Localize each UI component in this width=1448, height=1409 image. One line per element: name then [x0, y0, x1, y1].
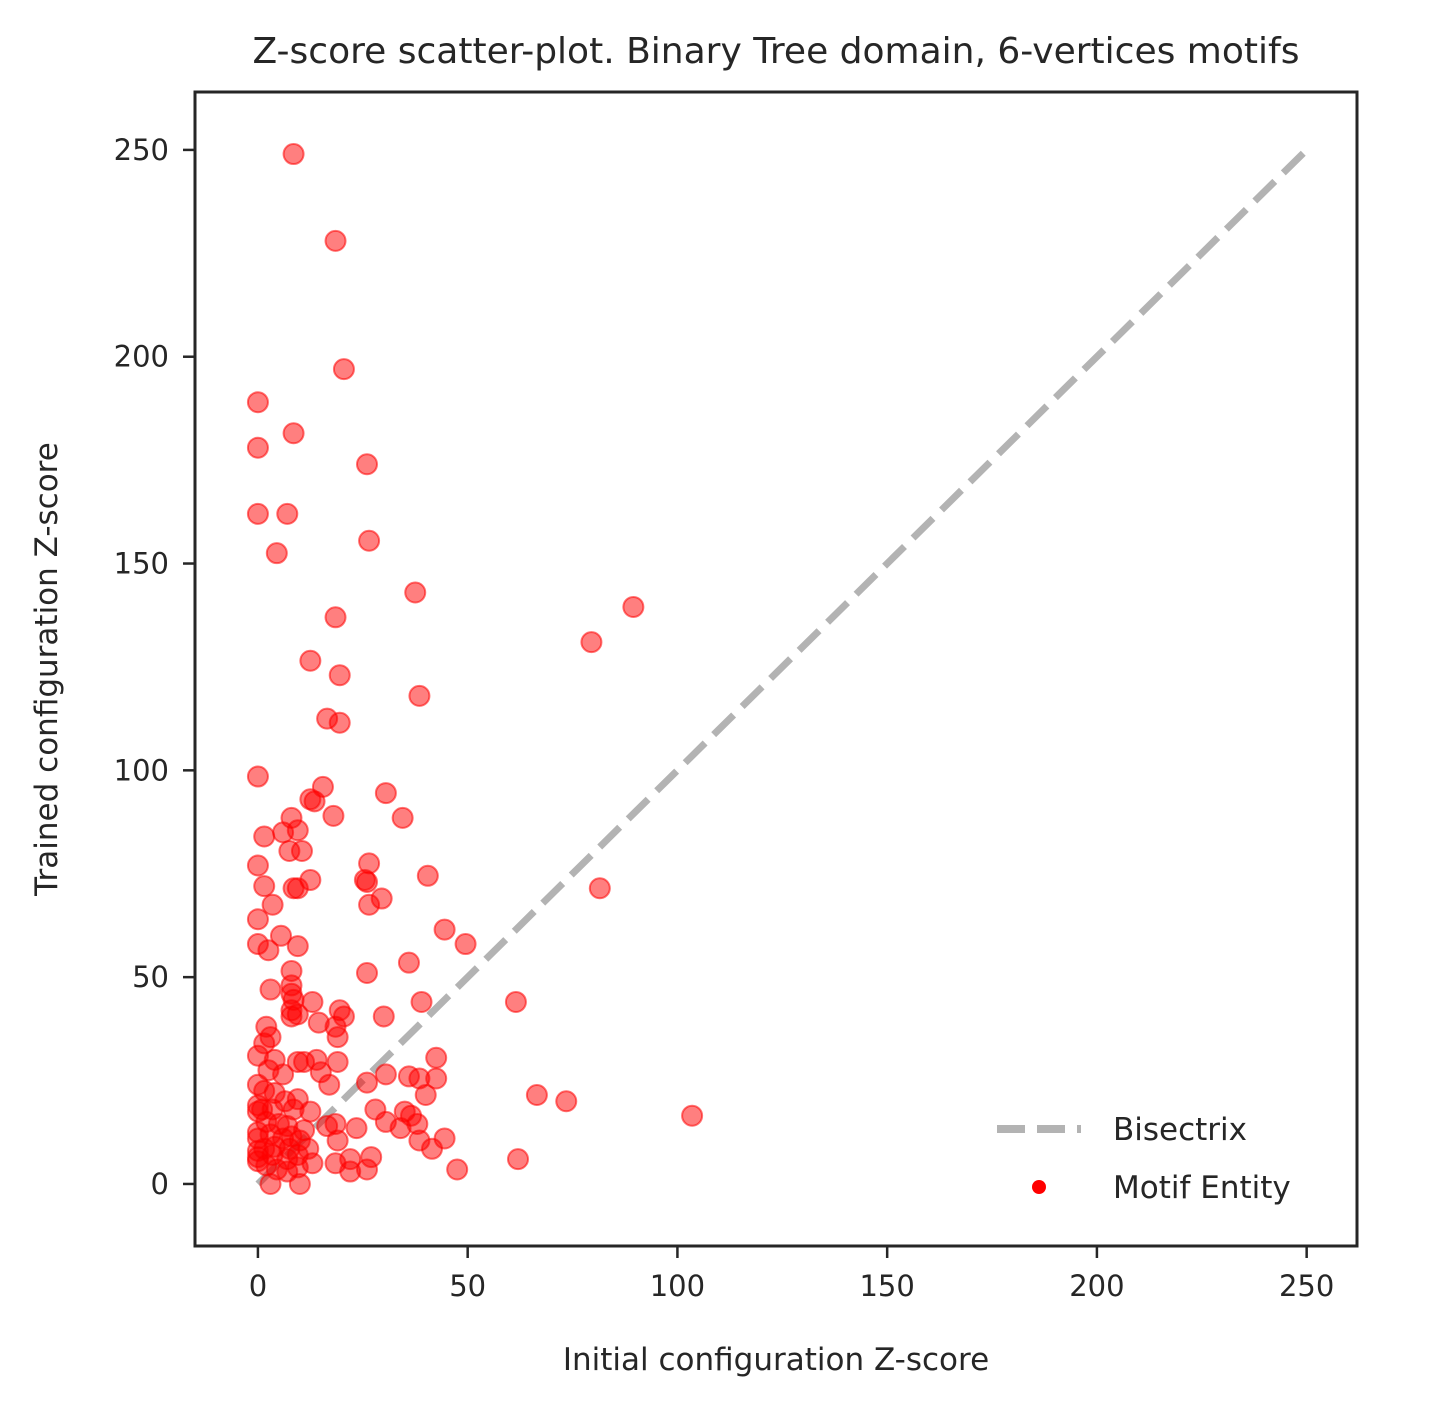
data-point: [265, 542, 288, 565]
data-point: [324, 229, 347, 252]
x-tick-label: 200: [1069, 1269, 1124, 1303]
data-point: [681, 1104, 704, 1127]
data-point: [397, 951, 420, 974]
data-point: [374, 782, 397, 805]
data-point: [391, 806, 414, 829]
data-point: [326, 1026, 349, 1049]
data-point: [259, 1172, 282, 1195]
data-point: [246, 765, 269, 788]
data-point: [425, 1046, 448, 1069]
y-tick-label: 50: [132, 960, 169, 994]
data-point: [253, 825, 276, 848]
data-point: [286, 935, 309, 958]
data-point: [257, 939, 280, 962]
legend-motif-entity-label: Motif Entity: [1113, 1170, 1291, 1206]
data-point: [454, 933, 477, 956]
data-point: [303, 790, 326, 813]
data-point: [355, 1158, 378, 1181]
data-point: [555, 1090, 578, 1113]
plot-frame: [193, 90, 1359, 1248]
data-point: [299, 1100, 322, 1123]
data-point: [328, 664, 351, 687]
data-point: [246, 391, 269, 414]
x-tick-label: 0: [249, 1269, 267, 1303]
data-point: [288, 1172, 311, 1195]
bisectrix-line: [255, 147, 1310, 1187]
data-point: [410, 990, 433, 1013]
data-point: [276, 502, 299, 525]
data-point: [328, 711, 351, 734]
data-point: [507, 1148, 530, 1171]
legend-bisectrix-label: Bisectrix: [1113, 1112, 1247, 1148]
data-point: [588, 877, 611, 900]
data-point: [301, 1152, 324, 1175]
data-point: [269, 924, 292, 947]
data-point: [246, 502, 269, 525]
data-point: [355, 453, 378, 476]
data-point: [253, 875, 276, 898]
data-point: [282, 422, 305, 445]
data-point: [370, 887, 393, 910]
data-point: [504, 990, 527, 1013]
legend-motif-entity-marker: [1032, 1180, 1046, 1194]
x-tick-label: 250: [1279, 1269, 1334, 1303]
data-point: [525, 1084, 548, 1107]
data-point: [355, 1071, 378, 1094]
data-point: [290, 839, 313, 862]
data-point: [355, 962, 378, 985]
data-point: [282, 143, 305, 166]
data-point: [372, 1005, 395, 1028]
data-point: [332, 358, 355, 381]
data-point: [416, 864, 439, 887]
data-point: [425, 1067, 448, 1090]
data-point: [353, 868, 376, 891]
data-point: [433, 918, 456, 941]
data-point: [261, 893, 284, 916]
y-tick-label: 250: [114, 133, 169, 167]
data-point: [246, 908, 269, 931]
y-tick-label: 200: [114, 340, 169, 374]
data-point: [272, 1063, 295, 1086]
data-point: [299, 649, 322, 672]
data-point: [324, 606, 347, 629]
data-point: [318, 1073, 341, 1096]
data-point: [446, 1158, 469, 1181]
data-point: [299, 868, 322, 891]
data-point: [246, 436, 269, 459]
data-point: [326, 1050, 349, 1073]
data-point: [345, 1117, 368, 1140]
y-tick-label: 100: [114, 753, 169, 787]
chart-title: Z-score scatter-plot. Binary Tree domain…: [253, 31, 1300, 72]
data-point: [414, 1084, 437, 1107]
x-tick-label: 150: [859, 1269, 914, 1303]
y-tick-label: 150: [114, 547, 169, 581]
x-tick-label: 100: [650, 1269, 705, 1303]
y-axis-ticks: 0 50 100 150 200 250: [114, 133, 195, 1201]
x-tick-label: 50: [449, 1269, 486, 1303]
plot-area: [246, 143, 1310, 1195]
data-point: [259, 978, 282, 1001]
data-point: [421, 1137, 444, 1160]
y-axis-label: Trained configuration Z-score: [29, 442, 65, 897]
x-axis-ticks: 0 50 100 150 200 250: [249, 1246, 1334, 1303]
data-point: [374, 1063, 397, 1086]
y-tick-label: 0: [151, 1167, 169, 1201]
data-point: [246, 854, 269, 877]
data-point: [408, 684, 431, 707]
data-point: [358, 529, 381, 552]
legend: Bisectrix Motif Entity: [997, 1112, 1291, 1206]
x-axis-label: Initial configuration Z-score: [563, 1342, 989, 1378]
data-point: [301, 990, 324, 1013]
data-point: [286, 819, 309, 842]
data-point: [326, 1129, 349, 1152]
data-point: [286, 1003, 309, 1026]
data-point: [404, 581, 427, 604]
data-point: [322, 804, 345, 827]
data-point: [622, 595, 645, 618]
data-point: [580, 631, 603, 654]
